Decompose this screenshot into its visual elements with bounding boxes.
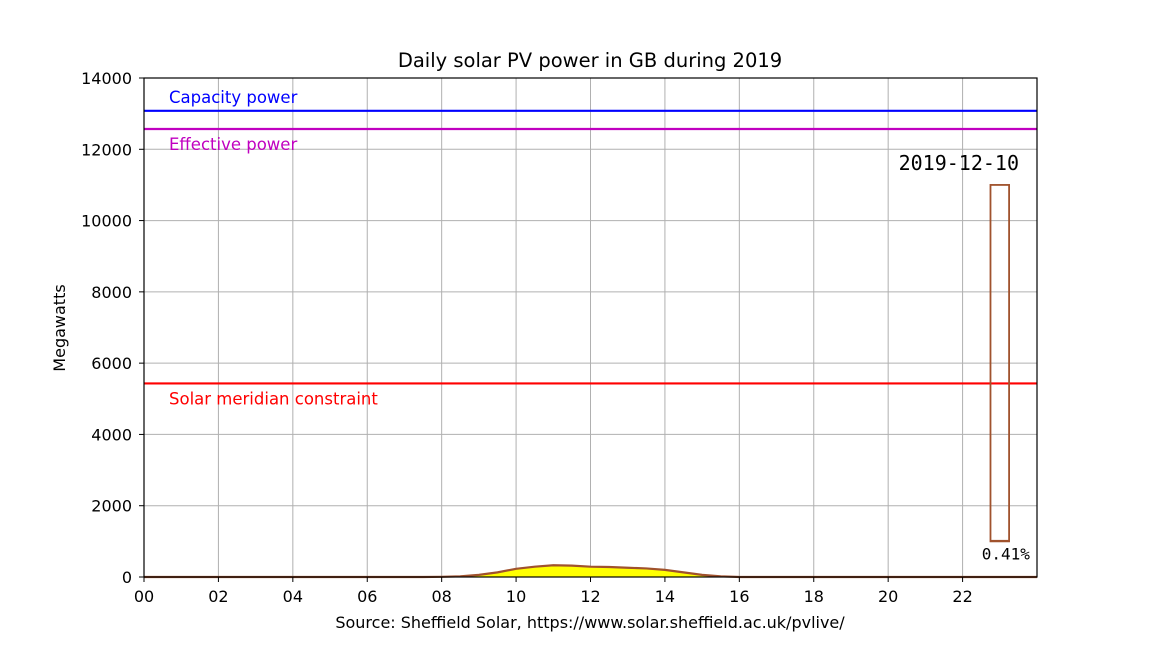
date-annotation: 2019-12-10 <box>899 151 1019 175</box>
power-line <box>144 564 1037 579</box>
y-tick-label: 4000 <box>91 425 132 444</box>
x-tick-label: 00 <box>134 587 154 606</box>
chart-title: Daily solar PV power in GB during 2019 <box>398 49 782 72</box>
gauge <box>989 184 1010 543</box>
x-tick-label: 02 <box>208 587 228 606</box>
y-tick-label: 8000 <box>91 283 132 302</box>
x-tick-label: 10 <box>506 587 526 606</box>
y-tick-label: 14000 <box>81 69 132 88</box>
y-axis-ticks: 0 2000 4000 6000 8000 10000 12000 14000 <box>81 69 144 587</box>
y-tick-label: 10000 <box>81 212 132 231</box>
y-axis-label: Megawatts <box>50 284 69 371</box>
x-tick-label: 16 <box>729 587 749 606</box>
y-tick-label: 0 <box>122 568 132 587</box>
x-tick-label: 08 <box>431 587 451 606</box>
reference-line-label: Capacity power <box>169 88 298 107</box>
x-tick-label: 06 <box>357 587 377 606</box>
x-axis-label: Source: Sheffield Solar, https://www.sol… <box>335 613 845 632</box>
y-tick-label: 6000 <box>91 354 132 373</box>
reference-line-label: Solar meridian constraint <box>169 389 378 408</box>
reference-line-label: Effective power <box>169 135 297 154</box>
y-tick-label: 2000 <box>91 497 132 516</box>
gauge-percent-label: 0.41% <box>982 544 1031 563</box>
power-area <box>144 564 1037 579</box>
y-tick-label: 12000 <box>81 140 132 159</box>
x-tick-label: 18 <box>804 587 824 606</box>
area-fill <box>144 565 1037 577</box>
gauge-fill <box>990 539 1010 542</box>
x-axis-ticks: 00 02 04 06 08 10 12 14 16 18 20 22 <box>134 577 973 606</box>
x-tick-label: 14 <box>655 587 675 606</box>
x-tick-label: 04 <box>283 587 303 606</box>
reference-lines: Capacity power Effective power Solar merid… <box>144 88 1037 408</box>
x-tick-label: 20 <box>878 587 898 606</box>
x-tick-label: 12 <box>580 587 600 606</box>
x-tick-label: 22 <box>952 587 972 606</box>
